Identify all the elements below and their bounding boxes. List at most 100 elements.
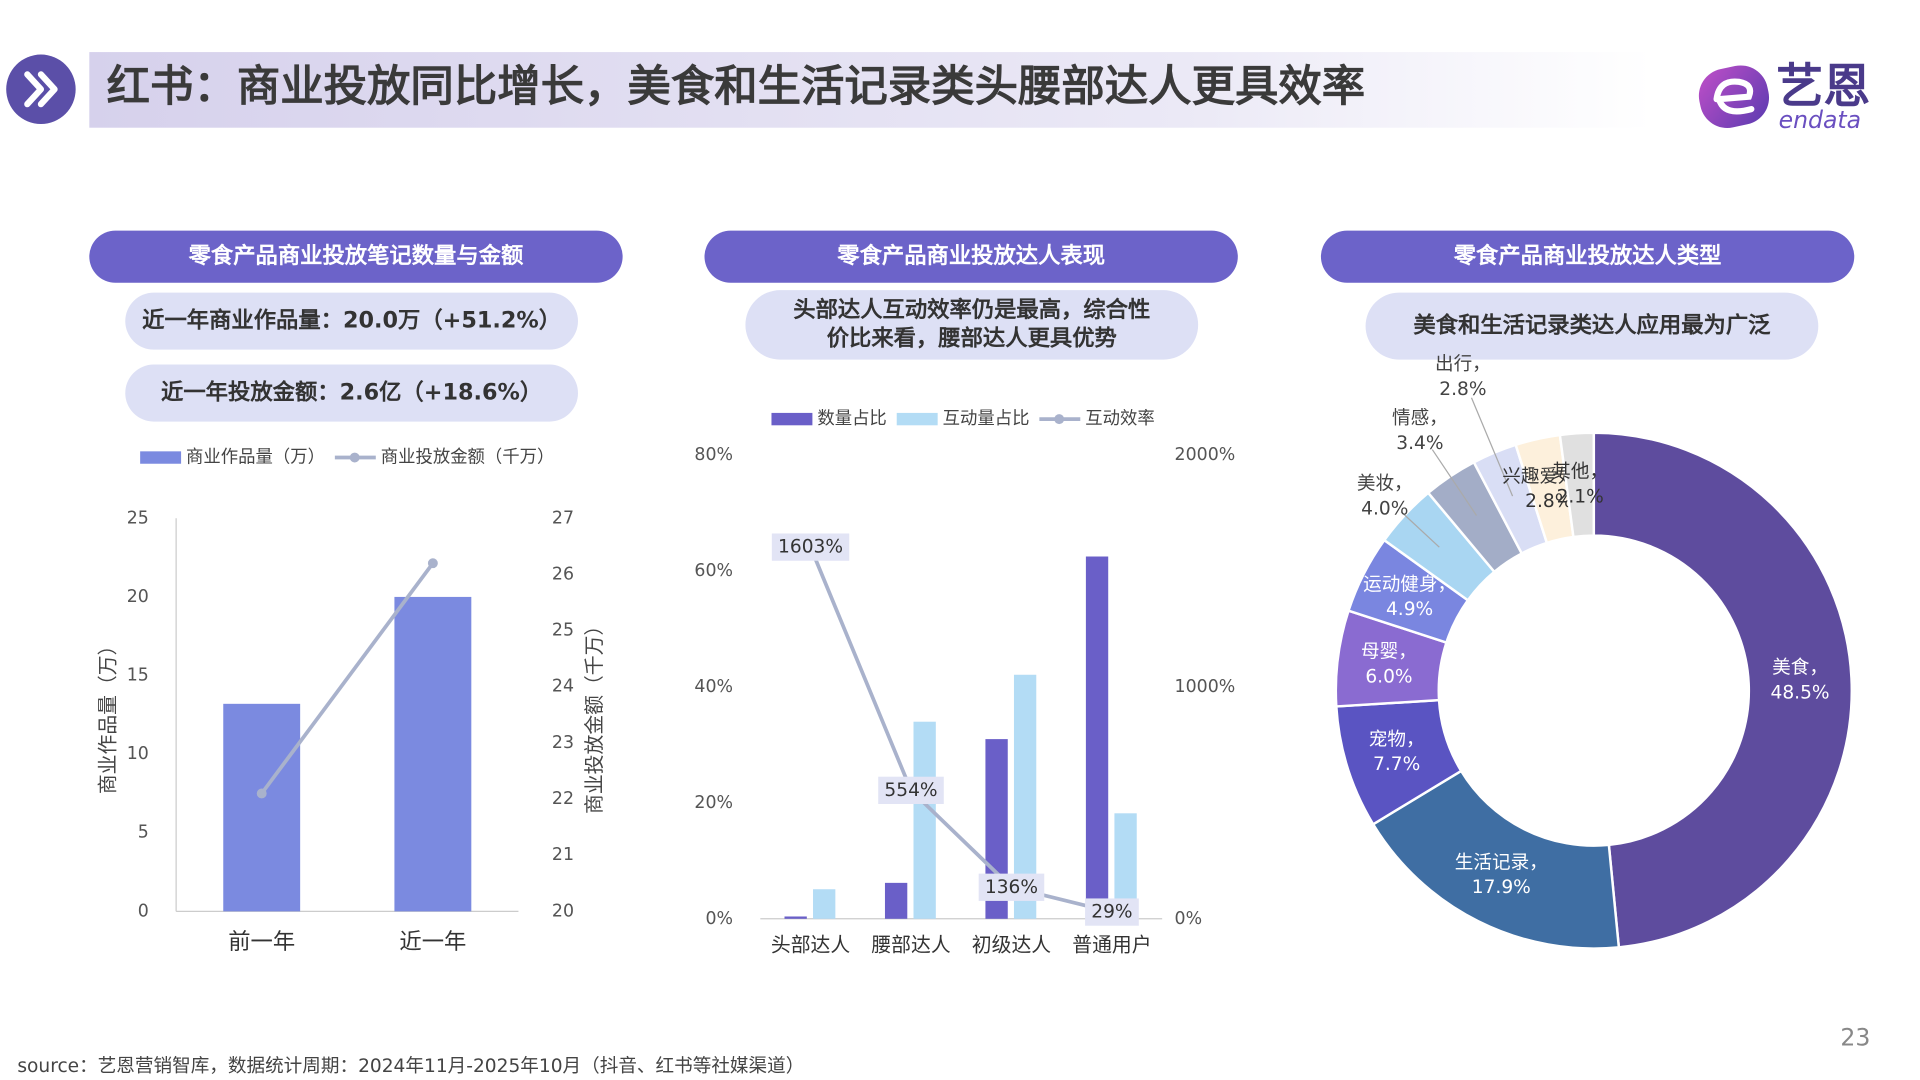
- legend-swatch: [771, 412, 813, 426]
- chart-title: 零食产品商业投放达人表现: [836, 242, 1105, 269]
- donut-slice: [1371, 769, 1621, 950]
- y2-tick-label: 25: [552, 621, 574, 641]
- legend-swatch: [896, 412, 938, 426]
- bar: [1085, 556, 1109, 919]
- leader-line: [1470, 397, 1514, 497]
- value-label-box: [1085, 898, 1139, 926]
- slice-label-category: 宠物，: [1369, 729, 1425, 750]
- slice-label-value: 2.8%: [1439, 379, 1486, 400]
- chart-title-pill: [704, 230, 1238, 283]
- bar: [884, 882, 908, 919]
- note-text: 美食和生活记录类达人应用最为广泛: [1413, 312, 1771, 339]
- chart-title: 零食产品商业投放达人类型: [1453, 242, 1722, 269]
- y-tick-label: 10: [127, 744, 149, 764]
- x-tick-label: 头部达人: [771, 934, 850, 957]
- y-tick-label: 15: [127, 666, 149, 686]
- note-pill: [125, 292, 578, 350]
- logo-sub: endata: [1779, 106, 1861, 134]
- logo-e: [1713, 78, 1755, 115]
- value-label-box: [978, 873, 1045, 901]
- y-tick-label: 80%: [694, 445, 733, 465]
- legend-label: 数量占比: [817, 409, 886, 429]
- x-tick-label: 初级达人: [972, 934, 1051, 957]
- value-label: 1603%: [778, 537, 843, 558]
- slice-label-category: 情感，: [1392, 408, 1448, 429]
- line: [260, 562, 435, 795]
- chart-title: 零食产品商业投放笔记数量与金额: [188, 242, 524, 269]
- y-tick-label: 0: [138, 901, 149, 921]
- slice-label-category: 美食，: [1772, 658, 1828, 679]
- note-text: 近一年商业作品量：20.0万（+51.2%）: [142, 307, 561, 334]
- slice-label-value: 4.9%: [1386, 599, 1433, 620]
- line-point: [256, 788, 267, 799]
- slice-label-value: 17.9%: [1472, 877, 1531, 898]
- y2-tick-label: 2000%: [1175, 445, 1236, 465]
- value-label-box: [771, 533, 850, 561]
- value-label-box: [878, 776, 944, 804]
- y2-tick-label: 0%: [1175, 909, 1203, 929]
- bar: [223, 703, 301, 912]
- leader-line: [1400, 511, 1440, 548]
- slice-label-category: 母婴，: [1361, 642, 1417, 663]
- chart-title-pill: [89, 230, 623, 283]
- y2-tick-label: 26: [552, 564, 574, 584]
- note-pill: [745, 290, 1199, 360]
- y-tick-label: 40%: [694, 677, 733, 697]
- legend-label: 互动效率: [1085, 409, 1154, 429]
- value-label: 136%: [985, 877, 1038, 898]
- legend-label: 商业作品量（万）: [186, 448, 325, 468]
- logo-name: 艺恩: [1776, 59, 1870, 114]
- slice-label-category: 运动健身，: [1363, 574, 1456, 595]
- bar: [913, 721, 936, 919]
- slice-label-value: 2.8%: [1525, 491, 1572, 512]
- bar: [1013, 674, 1037, 919]
- page-number: 23: [1840, 1024, 1870, 1052]
- slice-label-category: 生活记录，: [1455, 852, 1548, 873]
- y-tick-label: 25: [127, 508, 149, 528]
- value-label: 29%: [1091, 902, 1132, 923]
- line-point: [427, 558, 438, 569]
- legend-label: 互动量占比: [943, 409, 1030, 429]
- y-tick-label: 60%: [694, 561, 733, 581]
- header-icon-chevrons: [24, 71, 58, 108]
- legend-label: 商业投放金额（千万）: [381, 448, 555, 468]
- y2-tick-label: 24: [552, 677, 574, 697]
- note-text: 价比来看，腰部达人更具优势: [827, 325, 1117, 352]
- header-band: [89, 52, 1653, 128]
- note-text: 头部达人互动效率仍是最高，综合性: [793, 296, 1150, 323]
- slice-label-category: 美妆，: [1357, 474, 1413, 495]
- x-tick-label: 近一年: [399, 929, 466, 955]
- donut-slice: [1558, 431, 1596, 539]
- slice-label-category: 其他，: [1552, 462, 1608, 483]
- x-tick-label: 腰部达人: [871, 934, 950, 957]
- y2-tick-label: 20: [552, 901, 574, 921]
- bar: [784, 916, 807, 919]
- y2-tick-label: 21: [552, 845, 574, 865]
- header-title: 红书：商业投放同比增长，美食和生活记录类头腰部达人更具效率: [107, 62, 1366, 112]
- line: [808, 546, 1113, 914]
- legend-swatch: [140, 451, 182, 464]
- slice-label-value: 3.4%: [1396, 433, 1443, 454]
- slice-label-value: 6.0%: [1365, 666, 1412, 687]
- note-pill: [1365, 292, 1819, 360]
- legend-swatch-dot: [349, 452, 360, 463]
- legend-swatch-dot: [1054, 414, 1065, 425]
- slice-label-value: 48.5%: [1771, 683, 1830, 704]
- y-tick-label: 20: [127, 587, 149, 607]
- x-tick-label: 前一年: [228, 929, 295, 955]
- bar: [1114, 813, 1137, 919]
- bar: [394, 596, 472, 912]
- y-tick-label: 20%: [694, 793, 733, 813]
- y-axis-title: 商业作品量（万）: [97, 636, 120, 795]
- slice-label-value: 2.1%: [1557, 487, 1604, 508]
- y2-tick-label: 22: [552, 789, 574, 809]
- bar: [813, 889, 836, 919]
- value-label: 554%: [884, 780, 937, 801]
- y2-tick-label: 1000%: [1175, 677, 1236, 697]
- y2-tick-label: 23: [552, 733, 574, 753]
- donut-slice: [1592, 431, 1853, 949]
- y2-axis-title: 商业投放金额（千万）: [583, 616, 606, 814]
- slice-label-value: 4.0%: [1361, 498, 1408, 519]
- x-tick-label: 普通用户: [1072, 934, 1151, 957]
